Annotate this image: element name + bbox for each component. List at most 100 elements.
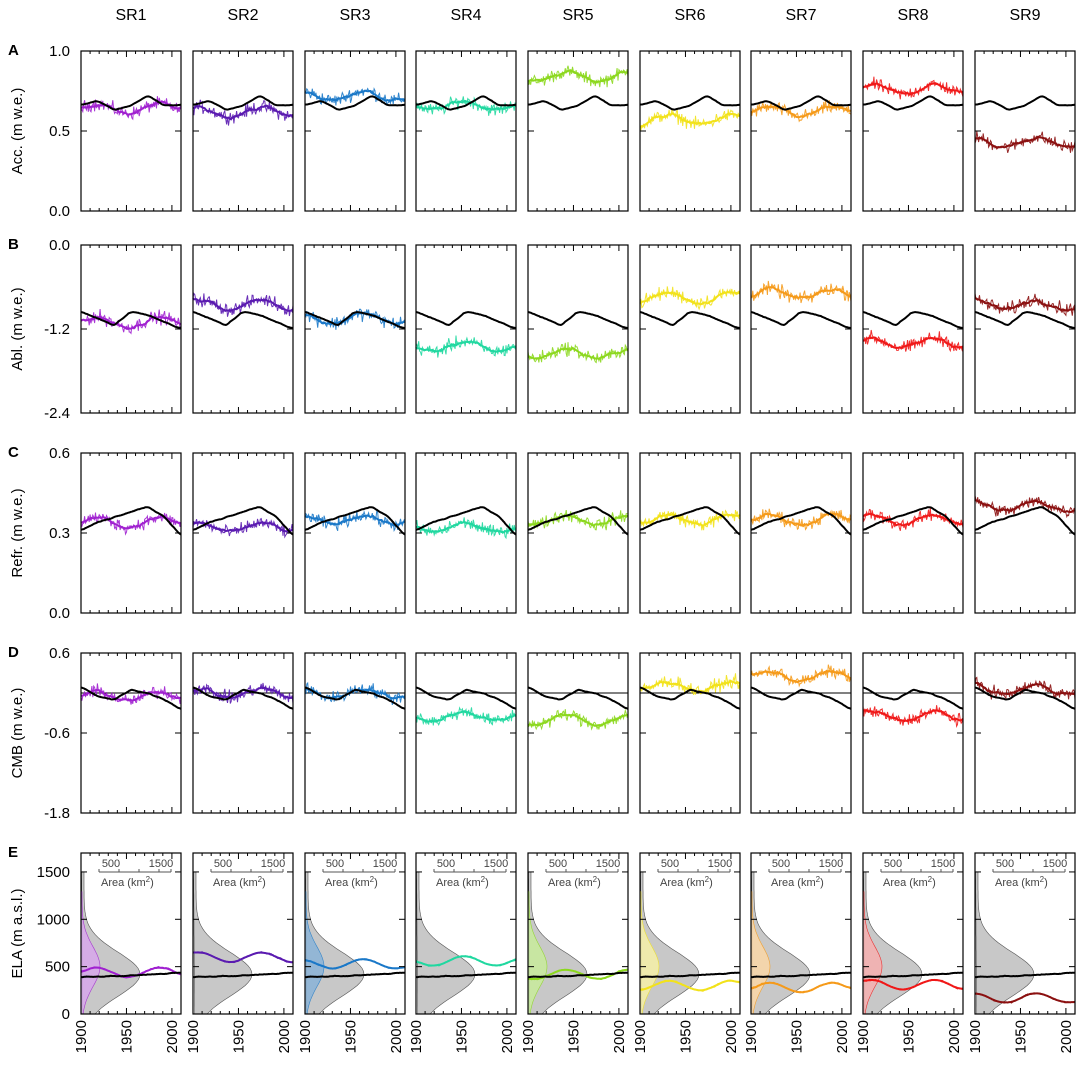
series-raw-b-sr6: [639, 286, 741, 311]
series-smooth-c-sr8: [862, 512, 964, 527]
series-smooth-b-sr9: [974, 296, 1076, 312]
xtick-label: 1950: [118, 1020, 135, 1053]
panel-frame-e-sr3: [304, 852, 406, 1015]
area-tick-label: 500: [549, 858, 567, 870]
area-tick-label: 500: [102, 858, 120, 870]
panel-frame-b-sr4: [415, 244, 517, 414]
series-smooth-a-sr3: [304, 89, 406, 102]
panel-frame-a-sr6: [639, 50, 741, 212]
xtick-label: 1950: [1012, 1020, 1029, 1053]
series-smooth-e-sr4: [415, 955, 517, 967]
ytick-label: 1000: [37, 911, 70, 928]
series-raw-b-sr5: [527, 342, 629, 364]
reference-line-a-sr9: [974, 95, 1076, 111]
series-smooth-b-sr5: [528, 346, 629, 360]
reference-line-c-sr5: [527, 506, 629, 536]
series-smooth-e-sr2: [192, 951, 294, 964]
reference-line-e-sr7: [750, 971, 851, 979]
series-smooth-b-sr6: [639, 290, 741, 306]
reference-line-e-sr1: [80, 971, 181, 979]
xtick-label: 2000: [946, 1020, 963, 1053]
panel-frame-a-sr3: [304, 50, 406, 212]
reference-line-c-sr7: [750, 506, 852, 536]
xtick-label: 1900: [408, 1020, 425, 1053]
reference-line-a-sr6: [639, 95, 741, 111]
reference-line-b-sr7: [750, 311, 852, 329]
series-smooth-c-sr4: [415, 521, 517, 534]
panel-frame-d-sr9: [974, 652, 1076, 814]
reference-line-b-sr1: [80, 311, 182, 329]
panel-frame-b-sr7: [750, 244, 852, 414]
xtick-label: 2000: [164, 1020, 181, 1053]
xtick-label: 2000: [276, 1020, 293, 1053]
series-smooth-a-sr4: [415, 99, 517, 111]
region-hypsometry-sr7: [750, 890, 771, 1015]
area-tick-label: 1500: [596, 858, 620, 870]
reference-line-d-sr7: [750, 686, 852, 710]
panel-frame-b-sr9: [974, 244, 1076, 414]
series-raw-a-sr6: [639, 108, 741, 131]
ytick-label: 500: [45, 959, 70, 976]
xtick-label: 2000: [1058, 1020, 1075, 1053]
panel-frame-d-sr4: [415, 652, 517, 814]
ytick-label: -1.8: [44, 805, 70, 822]
series-smooth-b-sr8: [862, 336, 964, 350]
series-smooth-d-sr9: [975, 681, 1076, 696]
series-smooth-b-sr7: [750, 286, 852, 299]
reference-line-e-sr3: [304, 971, 405, 979]
series-raw-a-sr7: [750, 100, 852, 123]
series-raw-a-sr8: [862, 76, 964, 100]
xtick-label: 1950: [453, 1020, 470, 1053]
panel-frame-c-sr6: [639, 452, 741, 614]
series-smooth-e-sr7: [750, 981, 852, 994]
area-axis-label: Area (km2): [771, 875, 824, 890]
series-raw-d-sr7: [750, 664, 852, 688]
panel-frame-e-sr4: [415, 852, 517, 1015]
hypsometry-area-sr9: [975, 871, 1035, 1015]
reference-line-e-sr4: [415, 971, 516, 979]
area-tick-label: 1500: [261, 858, 285, 870]
column-header-sr8: SR8: [897, 7, 928, 24]
reference-line-a-sr8: [862, 95, 964, 111]
xtick-label: 1950: [900, 1020, 917, 1053]
reference-line-a-sr3: [304, 95, 406, 111]
series-raw-c-sr4: [415, 517, 517, 540]
xtick-label: 1950: [342, 1020, 359, 1053]
area-tick-label: 500: [214, 858, 232, 870]
area-tick-label: 500: [661, 858, 679, 870]
series-smooth-d-sr5: [527, 712, 628, 727]
reference-line-c-sr4: [415, 506, 517, 536]
reference-line-b-sr8: [862, 311, 964, 329]
reference-line-a-sr5: [527, 95, 629, 111]
reference-line-e-sr6: [639, 971, 740, 979]
panel-frame-e-sr1: [80, 852, 182, 1015]
reference-line-d-sr3: [304, 686, 406, 710]
column-header-sr5: SR5: [562, 7, 593, 24]
reference-line-d-sr5: [527, 686, 629, 710]
series-raw-d-sr1: [80, 683, 182, 705]
area-axis-label: Area (km2): [436, 875, 489, 890]
area-axis-label: Area (km2): [548, 875, 601, 890]
ylabel-e: ELA (m a.s.l.): [9, 888, 26, 978]
panel-letter-e: E: [8, 844, 18, 861]
panel-frame-e-sr5: [527, 852, 629, 1015]
series-smooth-a-sr9: [974, 135, 1075, 149]
series-raw-d-sr6: [639, 673, 741, 696]
series-smooth-c-sr9: [974, 498, 1076, 514]
series-smooth-e-sr6: [639, 979, 741, 992]
series-smooth-a-sr5: [527, 69, 628, 85]
xtick-label: 1900: [743, 1020, 760, 1053]
series-smooth-e-sr8: [862, 979, 963, 991]
panel-frame-b-sr8: [862, 244, 964, 414]
xtick-label: 2000: [388, 1020, 405, 1053]
series-raw-b-sr7: [750, 280, 852, 304]
panel-letter-c: C: [8, 444, 19, 461]
ytick-label: 0.0: [49, 605, 70, 622]
reference-line-c-sr3: [304, 506, 406, 536]
ytick-label: 0.6: [49, 645, 70, 662]
series-raw-a-sr1: [80, 96, 182, 121]
series-raw-c-sr1: [80, 512, 182, 536]
region-hypsometry-sr6: [639, 890, 660, 1015]
